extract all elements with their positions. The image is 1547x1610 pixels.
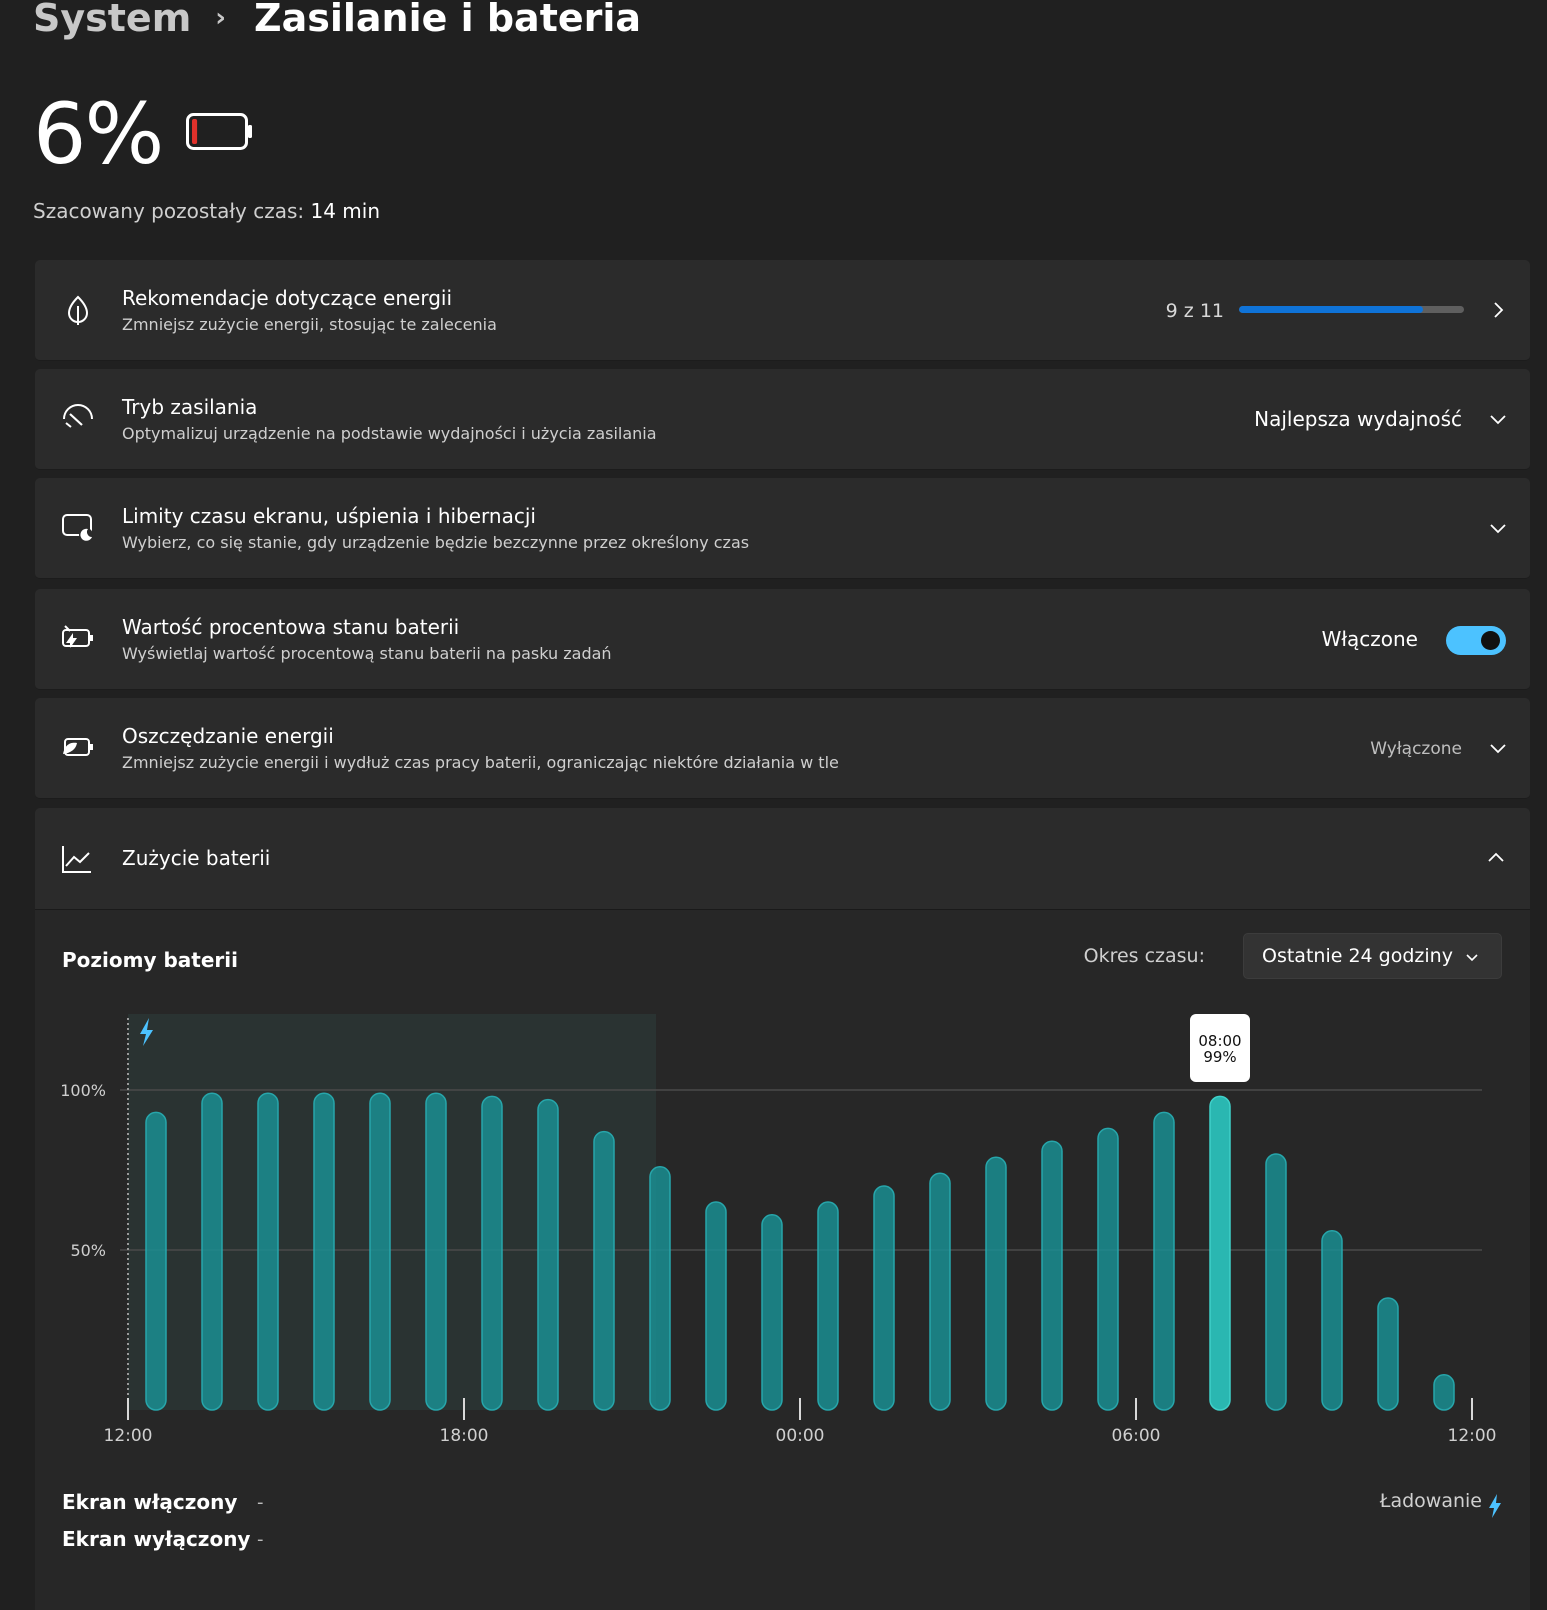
- card-title: Oszczędzanie energii: [122, 724, 334, 748]
- legend-screen-off: Ekran wyłączony: [62, 1527, 251, 1551]
- chart-bar: [649, 1166, 671, 1411]
- chart-bar: [1041, 1140, 1063, 1411]
- legend-screen-on: Ekran włączony: [62, 1490, 238, 1514]
- legend-screen-on-value: -: [257, 1492, 264, 1513]
- chart-bar: [201, 1092, 223, 1411]
- chart-bar: [1153, 1111, 1175, 1411]
- battery-levels-panel: Poziomy baterii Okres czasu: Ostatnie 24…: [35, 910, 1530, 1610]
- card-title: Wartość procentowa stanu baterii: [122, 615, 460, 639]
- screen-sleep-icon: [62, 514, 93, 542]
- card-power-mode[interactable]: Tryb zasilania Optymalizuj urządzenie na…: [35, 369, 1530, 470]
- chevron-down-icon: [1490, 415, 1506, 425]
- card-energy-recommendations[interactable]: Rekomendacje dotyczące energii Zmniejsz …: [35, 260, 1530, 361]
- page-title: Zasilanie i bateria: [254, 0, 642, 40]
- battery-usage-header[interactable]: Zużycie baterii: [35, 808, 1530, 910]
- battery-low-icon: [186, 113, 252, 150]
- card-subtitle: Wybierz, co się stanie, gdy urządzenie b…: [122, 533, 750, 552]
- chart-bar: [1265, 1153, 1287, 1411]
- progress-fill: [1239, 306, 1424, 313]
- chart-bar: [593, 1130, 615, 1411]
- x-tick-label: 00:00: [776, 1426, 825, 1446]
- period-select-value: Ostatnie 24 godziny: [1262, 945, 1453, 967]
- toggle-knob: [1481, 631, 1500, 650]
- x-tick-label: 12:00: [104, 1426, 153, 1446]
- tooltip-time: 08:00: [1198, 1032, 1242, 1050]
- chart-bar: [705, 1201, 727, 1411]
- battery-percent: 6%: [33, 85, 164, 183]
- card-title: Limity czasu ekranu, uśpienia i hibernac…: [122, 504, 536, 528]
- power-mode-select[interactable]: Najlepsza wydajność: [1254, 407, 1462, 431]
- remaining-time: Szacowany pozostały czas: 14 min: [33, 199, 380, 223]
- legend-screen-off-value: -: [257, 1529, 264, 1550]
- breadcrumb-separator: ›: [215, 3, 227, 33]
- chart-bar: [761, 1214, 783, 1411]
- card-battery-percentage: Wartość procentowa stanu baterii Wyświet…: [35, 589, 1530, 690]
- chevron-down-icon: [1490, 744, 1506, 754]
- period-label: Okres czasu:: [1083, 945, 1205, 967]
- chart-bar: [145, 1111, 167, 1411]
- chart-bar: [929, 1172, 951, 1411]
- chart-bar: [1097, 1127, 1119, 1411]
- chart-bar: [873, 1185, 895, 1411]
- energy-saver-status: Wyłączone: [1370, 739, 1462, 759]
- chevron-down-icon: [1490, 524, 1506, 534]
- card-title: Tryb zasilania: [122, 395, 258, 419]
- card-subtitle: Zmniejsz zużycie energii, stosując te za…: [122, 315, 497, 334]
- chart-tooltip: 08:00 99%: [1190, 1014, 1250, 1082]
- chart-bar: [1209, 1095, 1231, 1411]
- chart-bar: [481, 1095, 503, 1411]
- chart-bar: [817, 1201, 839, 1411]
- card-subtitle: Zmniejsz zużycie energii i wydłuż czas p…: [122, 753, 839, 772]
- chart-bar: [313, 1092, 335, 1411]
- chevron-up-icon: [1488, 852, 1504, 862]
- lightning-icon: [1489, 1494, 1501, 1518]
- card-screen-sleep-timeouts[interactable]: Limity czasu ekranu, uśpienia i hibernac…: [35, 478, 1530, 579]
- recommendations-count: 9 z 11: [1165, 300, 1224, 322]
- chart-bar: [1377, 1297, 1399, 1411]
- chevron-right-icon: [1494, 302, 1504, 318]
- chart-bar: [1433, 1374, 1455, 1411]
- chevron-down-icon: [1466, 954, 1478, 962]
- x-tick-label: 12:00: [1448, 1426, 1497, 1446]
- tooltip-value: 99%: [1203, 1048, 1237, 1066]
- battery-levels-title: Poziomy baterii: [62, 948, 238, 972]
- charging-marker-icon: [140, 1018, 153, 1046]
- speedometer-icon: [63, 404, 93, 428]
- card-subtitle: Optymalizuj urządzenie na podstawie wyda…: [122, 424, 657, 443]
- battery-usage-title: Zużycie baterii: [122, 846, 271, 870]
- card-energy-saver[interactable]: Oszczędzanie energii Zmniejsz zużycie en…: [35, 698, 1530, 799]
- chart-bar: [369, 1092, 391, 1411]
- card-title: Rekomendacje dotyczące energii: [122, 286, 453, 310]
- chart-bar: [257, 1092, 279, 1411]
- y-tick-label: 50%: [70, 1241, 106, 1260]
- chart-bar: [985, 1156, 1007, 1411]
- battery-percent-icon: [62, 625, 93, 648]
- line-chart-icon: [62, 846, 91, 873]
- breadcrumb: System › Zasilanie i bateria: [33, 0, 641, 48]
- battery-percentage-toggle[interactable]: [1446, 626, 1506, 655]
- y-tick-label: 100%: [60, 1081, 106, 1100]
- toggle-state-label: Włączone: [1321, 627, 1418, 651]
- x-tick-label: 06:00: [1112, 1426, 1161, 1446]
- recommendations-progress-bar: [1239, 306, 1464, 313]
- period-select[interactable]: Ostatnie 24 godziny: [1243, 933, 1502, 979]
- remaining-time-value: 14 min: [310, 199, 381, 223]
- leaf-icon: [67, 295, 89, 325]
- remaining-time-label: Szacowany pozostały czas:: [33, 199, 305, 223]
- x-tick-label: 18:00: [440, 1426, 489, 1446]
- chart-bar: [425, 1092, 447, 1411]
- energy-saver-icon: [63, 738, 93, 756]
- chart-bar: [537, 1098, 559, 1411]
- chart-bar: [1321, 1230, 1343, 1411]
- battery-levels-chart: 100% 50% 12:00 18:00 00:00 06:00 12:00: [60, 1014, 1497, 1446]
- breadcrumb-parent-system[interactable]: System: [33, 0, 192, 40]
- card-subtitle: Wyświetlaj wartość procentową stanu bate…: [122, 644, 612, 663]
- legend-charging: Ładowanie: [1379, 1490, 1482, 1512]
